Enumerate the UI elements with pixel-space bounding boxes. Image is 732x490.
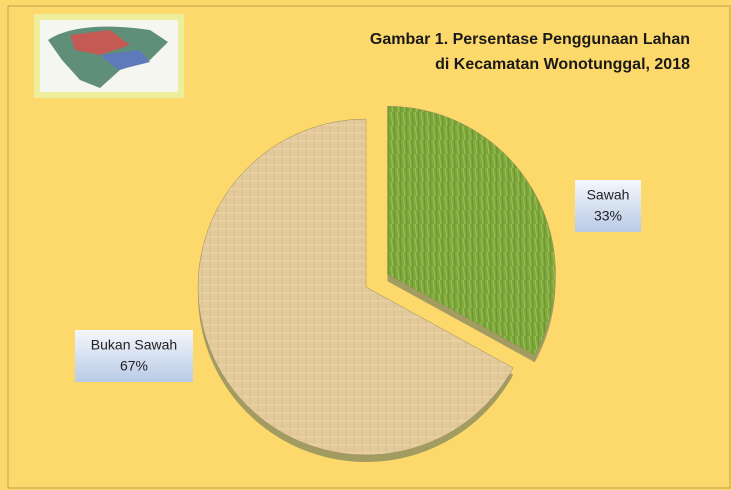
data-label-value: 67%: [120, 358, 148, 374]
data-label-name: Bukan Sawah: [91, 337, 177, 353]
chart-title: di Kecamatan Wonotunggal, 2018: [435, 56, 690, 73]
data-label-name: Sawah: [587, 187, 630, 203]
map-thumbnail: [34, 14, 184, 98]
chart: Gambar 1. Persentase Penggunaan Lahan di…: [0, 0, 732, 490]
chart-title: Gambar 1. Persentase Penggunaan Lahan: [370, 31, 690, 48]
data-label-value: 33%: [594, 208, 622, 224]
